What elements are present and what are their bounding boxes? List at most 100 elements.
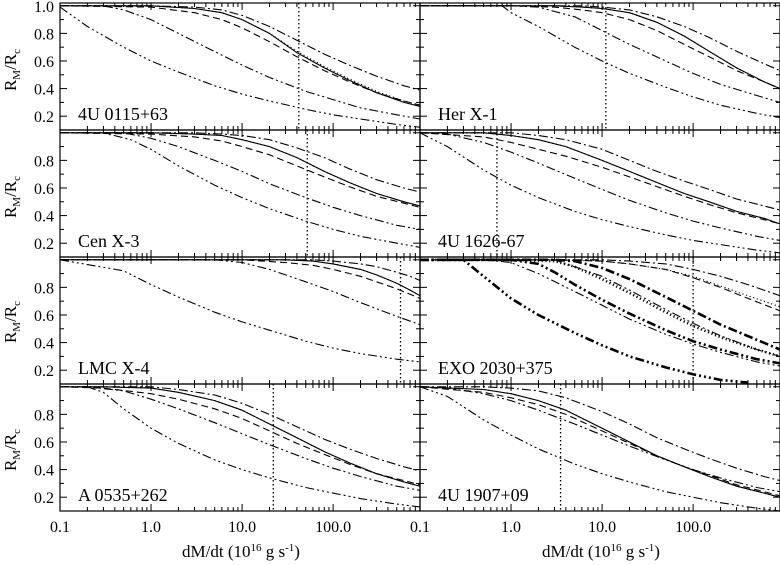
series-line-dash-triple-dot — [420, 259, 780, 367]
series-line-dotted — [60, 132, 420, 207]
panel-label: Her X-1 — [438, 104, 497, 124]
panel-label: Cen X-3 — [78, 231, 140, 251]
curves — [420, 132, 780, 254]
y-tick-label: 1.0 — [34, 0, 54, 16]
panel-label: 4U 0115+63 — [78, 104, 168, 124]
series-line-dashed — [60, 386, 420, 486]
series-line-dash-dot-dot — [420, 132, 780, 241]
panel-frame — [419, 383, 780, 512]
y-tick-label: 0.8 — [34, 26, 54, 43]
series-line-solid — [420, 5, 780, 90]
panel-label: A 0535+262 — [78, 485, 168, 505]
series-line-dash-dot — [60, 5, 420, 91]
y-axis-label: RM/Rc — [1, 176, 23, 218]
series-line-dash-triple-dot — [420, 5, 780, 119]
curves — [60, 386, 420, 508]
x-tick-label: 1.0 — [501, 519, 521, 536]
y-tick-label: 0.4 — [34, 82, 54, 99]
curves — [420, 5, 780, 119]
series-line-dashed — [60, 5, 420, 106]
series-line-solid — [60, 386, 420, 487]
series-line-dash-triple-dot — [420, 132, 780, 254]
series-line-dashed — [420, 132, 780, 225]
series-line-dotted-bold — [420, 258, 780, 358]
series-line-dash-dot-dot — [420, 5, 780, 103]
x-tick-label: 0.1 — [410, 519, 430, 536]
series-line-dashed — [60, 132, 420, 208]
series-line-dash-dot — [420, 132, 780, 211]
panel-a-0535-262: 0.2 0.4 0.6 0.8 0.1 1.0 10.0 100.0 A 0535+262 — [34, 383, 421, 536]
y-axis-label-sub1: M — [11, 70, 23, 80]
panel-label: 4U 1907+09 — [438, 485, 529, 505]
x-tick-label: 100.0 — [675, 519, 711, 536]
x-tick-label: 100.0 — [315, 519, 351, 536]
panel-lmc-x-4: 0.2 0.4 0.6 0.8 LMC X-4 — [34, 256, 421, 385]
curves — [60, 5, 420, 128]
series-line-dash-dot — [60, 259, 420, 282]
y-axis-label: RM/Rc — [1, 301, 23, 343]
ticks — [59, 3, 421, 131]
series-line-dash-dot-dot — [60, 5, 420, 120]
panel-4u-1626-67: 4U 1626-67 — [419, 129, 780, 258]
series-line-dash-dot-dot — [420, 259, 780, 357]
series-line-dotted — [60, 5, 420, 106]
panel-4u-1907-09: 0.1 1.0 10.0 100.0 4U 1907+09 — [410, 383, 780, 536]
x-tick-label: 10.0 — [588, 519, 616, 536]
panel-cen-x-3: 0.2 0.4 0.6 0.8 Cen X-3 — [34, 129, 421, 258]
series-line-dash-triple-dot — [60, 132, 420, 248]
series-line-dash-dot — [420, 259, 780, 297]
y-axis-label: RM/Rc — [1, 429, 23, 471]
series-line-dash-triple-dot — [420, 386, 780, 511]
series-line-dash-dot — [420, 386, 780, 482]
x-tick-label: 0.1 — [50, 519, 70, 536]
series-line-dash-dot-dot — [60, 259, 420, 326]
panel-label: LMC X-4 — [78, 358, 150, 378]
series-line-dash-dot — [60, 132, 420, 193]
series-line-solid — [420, 132, 780, 225]
y-tick-label: 0.6 — [34, 54, 54, 71]
x-axis-label-right: dM/dt (1016 g s-1) — [542, 542, 660, 561]
y-tick-label: 0.4 — [34, 463, 54, 480]
x-tick-label: 10.0 — [228, 519, 256, 536]
y-tick-label: 0.2 — [34, 363, 54, 380]
curves — [60, 259, 420, 363]
panel-her-x-1: Her X-1 — [419, 2, 780, 131]
series-line-solid — [60, 259, 420, 297]
panel-4u-0115-63: 0.2 0.4 0.6 0.8 1.0 4U 0115+63 — [34, 0, 421, 131]
y-axis-label: RM/Rc — [1, 49, 23, 91]
y-tick-label: 0.6 — [34, 308, 54, 325]
series-line-solid — [60, 5, 420, 108]
series-line-dashed — [60, 259, 420, 299]
ticks — [419, 384, 780, 512]
series-line-dashed — [420, 386, 780, 497]
y-tick-label: 0.8 — [34, 280, 54, 297]
series-line-dash-dot-bold — [420, 258, 780, 351]
series-line-dash-triple-dot-bold — [420, 258, 749, 384]
series-line-dashed — [420, 5, 780, 90]
series-line-dash-triple-dot — [60, 259, 420, 363]
series-line-dash-dot — [420, 5, 780, 72]
y-tick-label: 0.6 — [34, 181, 54, 198]
y-tick-label: 0.8 — [34, 153, 54, 170]
panel-exo-2030-375: EXO 2030+375 — [419, 256, 780, 385]
x-tick-label: 1.0 — [141, 519, 161, 536]
ticks — [419, 130, 780, 258]
panel-label: 4U 1626-67 — [438, 231, 525, 251]
series-line-dash-triple-dot — [60, 6, 420, 128]
y-axis-label-sub2: c — [11, 49, 23, 54]
curves — [60, 132, 420, 248]
labels-layer: RM/Rc RM/Rc RM/Rc RM/Rc dM/dt (1016 g s-… — [1, 49, 660, 561]
panel-label: EXO 2030+375 — [438, 358, 553, 378]
series-line-dash-dot-dot — [420, 386, 780, 493]
series-line-dash-dot-dot — [60, 132, 420, 230]
y-tick-label: 0.6 — [34, 435, 54, 452]
curves — [420, 386, 780, 511]
panels-layer: 0.20.40.60.81.04U 0115+63 Her X-10.20.40.… — [34, 0, 780, 536]
series-line-dotted — [420, 132, 780, 225]
series-line-dotted — [60, 386, 420, 487]
series-line-dotted — [420, 5, 780, 90]
series-line-dash-dot — [60, 386, 420, 472]
curves — [420, 258, 780, 384]
series-line-dash-dot-dot — [60, 386, 420, 491]
